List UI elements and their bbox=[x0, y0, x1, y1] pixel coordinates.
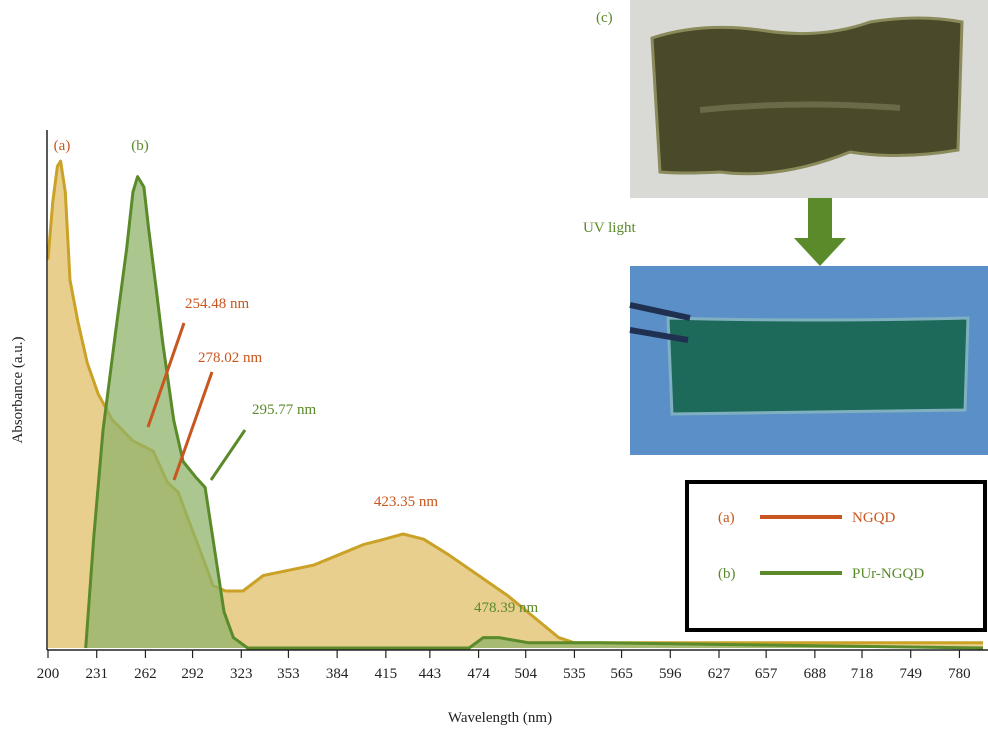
legend-tag: (a) bbox=[718, 510, 735, 526]
x-tick-label: 200 bbox=[37, 666, 60, 682]
x-tick-label: 749 bbox=[899, 666, 922, 682]
x-tick-label: 443 bbox=[419, 666, 442, 682]
annotation: 478.39 nm bbox=[474, 600, 539, 616]
x-tick-label: 353 bbox=[277, 666, 300, 682]
film-dark bbox=[652, 18, 962, 174]
film-glow bbox=[668, 318, 968, 414]
legend-tag: (b) bbox=[718, 566, 736, 582]
x-axis-label: Wavelength (nm) bbox=[448, 710, 552, 726]
x-tick-label: 292 bbox=[181, 666, 204, 682]
uv-arrow bbox=[794, 198, 846, 266]
x-tick-label: 688 bbox=[804, 666, 827, 682]
x-tick-label: 565 bbox=[610, 666, 633, 682]
panel-label: (c) bbox=[596, 10, 613, 26]
legend-label: PUr-NGQD bbox=[852, 566, 924, 582]
x-tick-label: 474 bbox=[467, 666, 490, 682]
annotation-pointer bbox=[211, 430, 245, 480]
x-tick-label: 504 bbox=[514, 666, 537, 682]
x-tick-label: 627 bbox=[708, 666, 731, 682]
x-tick-label: 262 bbox=[134, 666, 157, 682]
x-tick-label: 780 bbox=[948, 666, 971, 682]
x-tick-label: 657 bbox=[755, 666, 778, 682]
figure: (c) UV light 200 231 262 292 323 353 384 415 443… bbox=[0, 0, 988, 731]
annotation: 254.48 nm bbox=[185, 296, 250, 312]
peak-label: (b) bbox=[131, 138, 149, 154]
x-tick-label: 384 bbox=[326, 666, 349, 682]
peak-label: (a) bbox=[54, 138, 71, 154]
arrow-label: UV light bbox=[583, 220, 636, 236]
x-tick-label: 231 bbox=[85, 666, 108, 682]
x-tick-label: 596 bbox=[659, 666, 682, 682]
legend-box bbox=[687, 482, 985, 630]
x-tick-label: 718 bbox=[851, 666, 874, 682]
x-tick-label: 535 bbox=[563, 666, 586, 682]
legend-label: NGQD bbox=[852, 510, 895, 526]
annotation: 278.02 nm bbox=[198, 350, 263, 366]
annotation-pointer bbox=[174, 372, 212, 480]
x-tick-label: 415 bbox=[375, 666, 398, 682]
annotation: 423.35 nm bbox=[374, 494, 439, 510]
annotation: 295.77 nm bbox=[252, 402, 317, 418]
y-axis-label: Absorbance (a.u.) bbox=[10, 336, 26, 443]
x-tick-label: 323 bbox=[230, 666, 253, 682]
photo-panel: (c) UV light bbox=[583, 0, 988, 455]
